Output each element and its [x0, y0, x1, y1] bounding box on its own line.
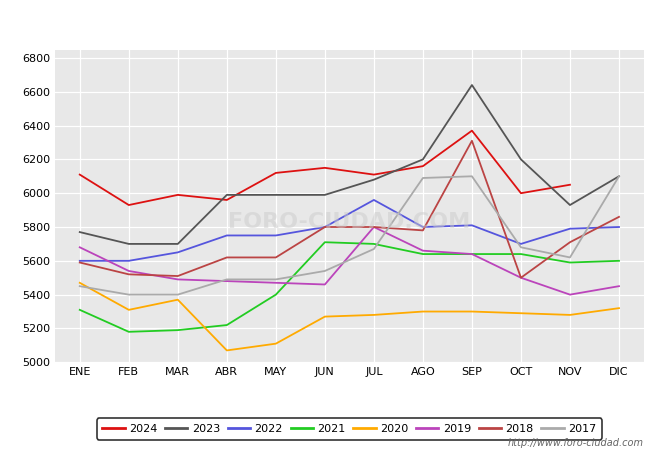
Legend: 2024, 2023, 2022, 2021, 2020, 2019, 2018, 2017: 2024, 2023, 2022, 2021, 2020, 2019, 2018… — [97, 418, 602, 440]
Text: http://www.foro-ciudad.com: http://www.foro-ciudad.com — [508, 438, 644, 448]
Text: FORO-CIUDAD.COM: FORO-CIUDAD.COM — [228, 212, 471, 231]
Text: Afiliados en Zafra a 30/11/2024: Afiliados en Zafra a 30/11/2024 — [194, 14, 456, 33]
